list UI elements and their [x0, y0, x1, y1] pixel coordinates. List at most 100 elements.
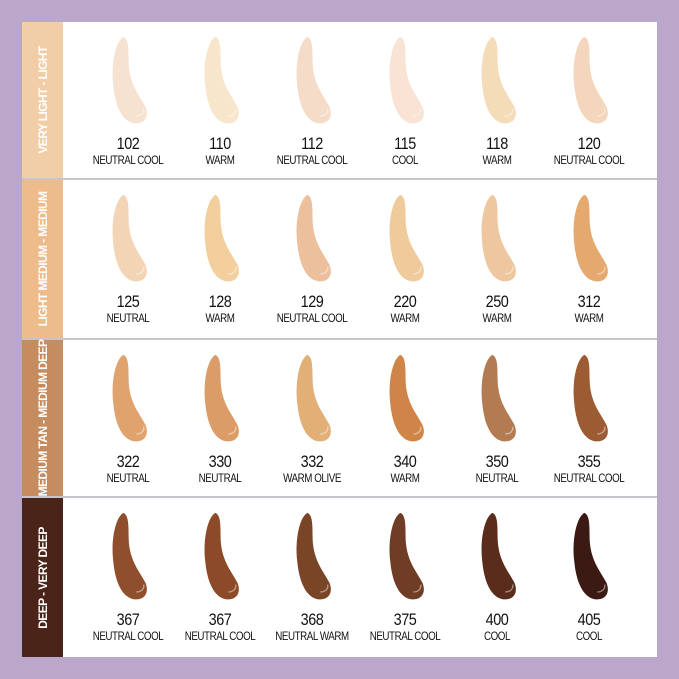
swatch-smear	[389, 194, 424, 282]
shade-number: 375	[393, 610, 417, 629]
shade-cell: 332 WARM OLIVE	[267, 340, 357, 496]
swatch-smear	[481, 194, 516, 282]
shade-cell: 340 WARM	[360, 340, 450, 496]
swatch-smear	[112, 36, 147, 124]
shade-undertone: WARM	[390, 313, 420, 325]
shade-number: 102	[116, 134, 140, 153]
shade-cell: 129 NEUTRAL COOL	[267, 180, 357, 338]
shade-cell: 355 NEUTRAL COOL	[544, 340, 634, 496]
swatch-smear	[204, 194, 240, 282]
shade-number: 250	[485, 292, 509, 311]
shade-undertone: WARM	[390, 473, 420, 485]
shade-undertone: WARM OLIVE	[283, 473, 342, 485]
swatch-smear	[112, 194, 147, 282]
swatch-smear	[204, 36, 240, 124]
shade-cell: 350 NEUTRAL	[452, 340, 542, 496]
group-label: DEEP - VERY DEEP	[22, 498, 63, 657]
shade-number: 128	[208, 292, 232, 311]
shade-undertone: NEUTRAL COOL	[369, 631, 440, 643]
shade-undertone: NEUTRAL WARM	[275, 631, 350, 643]
group-label: MEDIUM TAN - MEDIUM DEEP	[22, 340, 63, 496]
shade-undertone: WARM	[205, 155, 235, 167]
shade-undertone: NEUTRAL COOL	[277, 313, 348, 325]
shade-undertone: COOL	[483, 631, 510, 643]
shade-undertone: NEUTRAL	[475, 473, 519, 485]
swatch-smear	[296, 512, 332, 600]
shade-cell: 118 WARM	[452, 22, 542, 178]
shade-number: 405	[577, 610, 601, 629]
shade-chart: VERY LIGHT - LIGHT 102 NEUTRAL COOL 110 …	[22, 22, 657, 657]
swatch-smear	[481, 512, 516, 600]
shade-undertone: NEUTRAL COOL	[553, 155, 625, 167]
swatch-smear	[389, 512, 424, 600]
shade-number: 312	[577, 292, 601, 311]
shade-undertone: WARM	[574, 313, 604, 325]
shade-cell: 368 NEUTRAL WARM	[267, 498, 357, 657]
shade-undertone: WARM	[482, 313, 512, 325]
shade-undertone: NEUTRAL	[106, 313, 150, 325]
shade-cell: 330 NEUTRAL	[175, 340, 265, 496]
swatch-smear	[389, 36, 424, 124]
shade-undertone: NEUTRAL COOL	[92, 631, 164, 643]
shade-cell: 220 WARM	[360, 180, 450, 338]
swatch-smear	[296, 354, 332, 442]
shade-cell: 322 NEUTRAL	[83, 340, 173, 496]
shade-group-row: MEDIUM TAN - MEDIUM DEEP 322 NEUTRAL 330…	[22, 340, 657, 498]
shade-number: 368	[300, 610, 324, 629]
shade-number: 112	[301, 134, 324, 153]
shade-cell: 128 WARM	[175, 180, 265, 338]
shade-cell: 312 WARM	[544, 180, 634, 338]
shade-number: 355	[577, 452, 601, 471]
shade-group-row: LIGHT MEDIUM - MEDIUM 125 NEUTRAL 128 WA…	[22, 180, 657, 340]
shade-cell: 120 NEUTRAL COOL	[544, 22, 634, 178]
shade-undertone: NEUTRAL COOL	[277, 155, 348, 167]
shade-undertone: NEUTRAL COOL	[184, 631, 256, 643]
shade-number: 367	[116, 610, 140, 629]
shade-undertone: NEUTRAL	[198, 473, 242, 485]
shade-cell: 115 COOL	[360, 22, 450, 178]
shade-number: 322	[116, 452, 140, 471]
shade-number: 129	[300, 292, 324, 311]
group-label-text: MEDIUM TAN - MEDIUM DEEP	[35, 339, 50, 497]
shade-group-row: DEEP - VERY DEEP 367 NEUTRAL COOL 367 NE…	[22, 498, 657, 657]
shade-number: 340	[393, 452, 417, 471]
swatch-smear	[481, 354, 516, 442]
shade-cell: 405 COOL	[544, 498, 634, 657]
shade-cell: 250 WARM	[452, 180, 542, 338]
group-label: LIGHT MEDIUM - MEDIUM	[22, 180, 63, 338]
swatch-smear	[112, 512, 147, 600]
shade-cell: 102 NEUTRAL COOL	[83, 22, 173, 178]
shade-cell: 112 NEUTRAL COOL	[267, 22, 357, 178]
shade-number: 220	[393, 292, 417, 311]
shade-cell: 367 NEUTRAL COOL	[83, 498, 173, 657]
group-label: VERY LIGHT - LIGHT	[22, 22, 63, 178]
shade-number: 367	[208, 610, 232, 629]
shade-number: 115	[393, 134, 416, 153]
swatch-smear	[573, 36, 608, 124]
shade-undertone: WARM	[205, 313, 235, 325]
group-label-text: DEEP - VERY DEEP	[35, 526, 50, 629]
shade-cell: 375 NEUTRAL COOL	[360, 498, 450, 657]
swatch-smear	[296, 36, 332, 124]
shade-number: 350	[485, 452, 509, 471]
group-label-text: VERY LIGHT - LIGHT	[35, 46, 50, 154]
shade-number: 125	[116, 292, 140, 311]
swatch-smear	[204, 354, 240, 442]
group-label-text: LIGHT MEDIUM - MEDIUM	[35, 191, 50, 327]
swatch-smear	[573, 512, 608, 600]
shade-undertone: COOL	[575, 631, 603, 643]
shade-number: 332	[300, 452, 324, 471]
swatch-smear	[573, 194, 608, 282]
shade-number: 118	[485, 134, 508, 153]
shade-cell: 125 NEUTRAL	[83, 180, 173, 338]
shade-undertone: NEUTRAL	[106, 473, 150, 485]
swatch-smear	[389, 354, 424, 442]
shade-undertone: COOL	[391, 155, 418, 167]
swatch-smear	[204, 512, 240, 600]
shade-undertone: NEUTRAL COOL	[553, 473, 625, 485]
shade-cell: 367 NEUTRAL COOL	[175, 498, 265, 657]
shade-number: 110	[209, 134, 232, 153]
shade-undertone: WARM	[482, 155, 512, 167]
shade-undertone: NEUTRAL COOL	[92, 155, 164, 167]
swatch-smear	[481, 36, 516, 124]
